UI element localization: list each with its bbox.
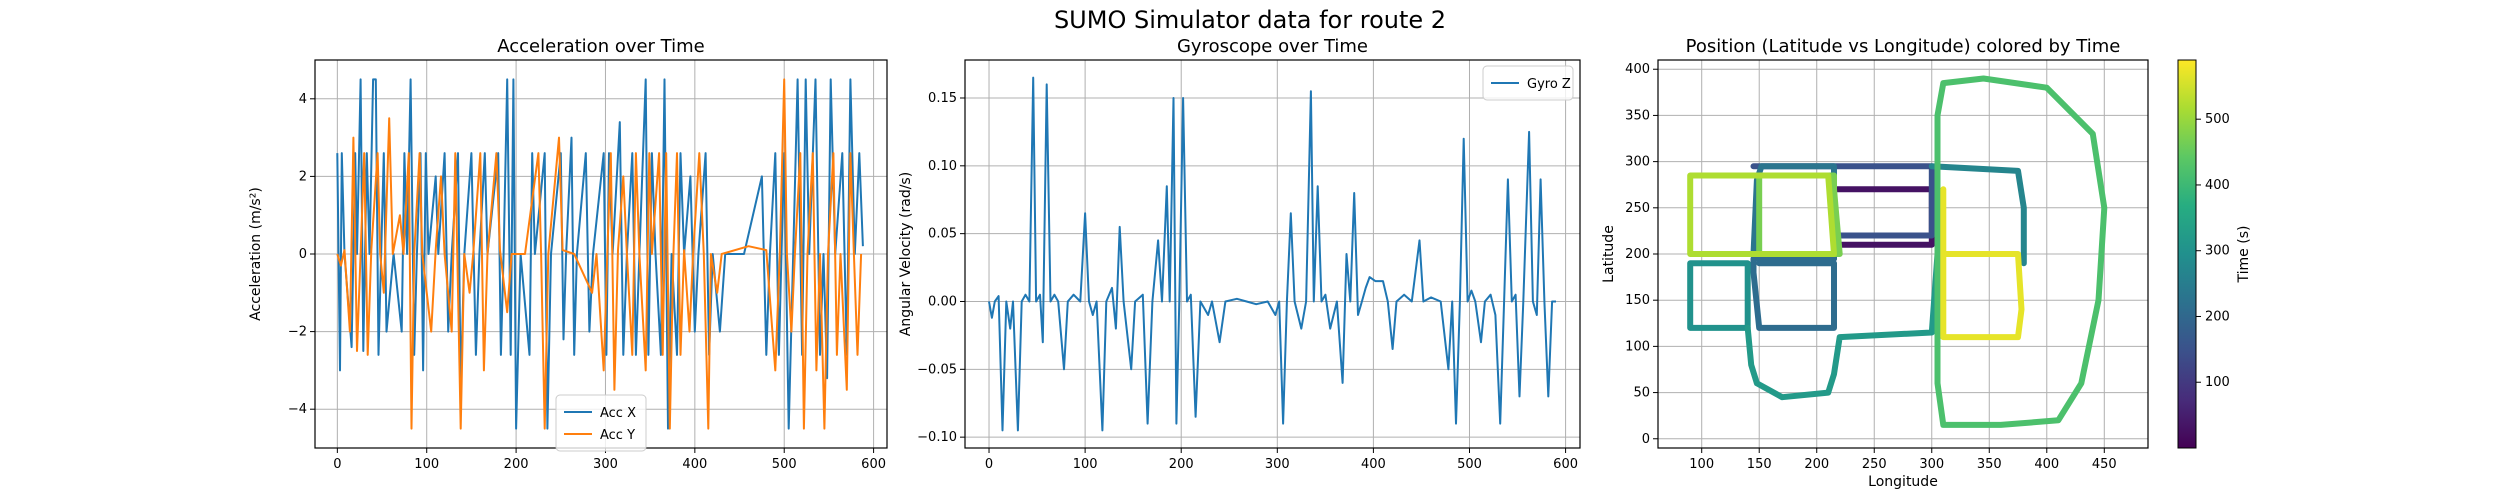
colorbar-tick-label: 200 <box>2205 309 2230 324</box>
acceleration-xtick-label: 400 <box>682 457 707 472</box>
colorbar-tick-label: 100 <box>2205 375 2230 390</box>
colorbar-label: Time (s) <box>2236 226 2252 284</box>
position-xtick-label: 100 <box>1689 457 1714 472</box>
position-panel: Position (Latitude vs Longitude) colored… <box>1601 36 2252 490</box>
gyroscope-panel: Gyroscope over Time Angular Velocity (ra… <box>898 36 1581 472</box>
gyroscope-ytick-label: −0.05 <box>917 362 957 377</box>
gyroscope-legend-box <box>1482 65 1574 101</box>
position-trajectory-segment <box>1750 163 1837 257</box>
acceleration-xtick-label: 200 <box>504 457 529 472</box>
position-xtick-label: 250 <box>1862 457 1887 472</box>
position-ytick-label: 250 <box>1625 201 1650 216</box>
position-trajectory-segment <box>1687 260 1751 331</box>
acceleration-xtick-label: 300 <box>593 457 618 472</box>
position-xtick-label: 450 <box>2092 457 2117 472</box>
gyroscope-xtick-label: 0 <box>985 457 993 472</box>
acceleration-legend-box <box>555 394 647 452</box>
gyroscope-ytick-label: 0.05 <box>928 227 957 242</box>
gyroscope-ylabel: Angular Velocity (rad/s) <box>898 172 914 336</box>
position-ylabel: Latitude <box>1601 225 1617 283</box>
position-ytick-label: 50 <box>1633 386 1650 401</box>
position-trajectory-segment <box>1744 251 1941 401</box>
acceleration-ytick-label: −2 <box>288 325 307 340</box>
gyroscope-legend: Gyro Z <box>1482 65 1574 101</box>
position-xtick-label: 300 <box>1919 457 1944 472</box>
figure-suptitle: SUMO Simulator data for route 2 <box>1054 6 1446 34</box>
acceleration-xtick-label: 500 <box>772 457 797 472</box>
acceleration-ytick-label: 2 <box>299 169 307 184</box>
acceleration-series-acc-y <box>336 78 863 430</box>
gyroscope-grid <box>965 60 1580 448</box>
acceleration-ytick-label: −4 <box>288 402 307 417</box>
acceleration-legend: Acc X Acc Y <box>555 394 647 452</box>
gyroscope-legend-label: Gyro Z <box>1527 77 1571 92</box>
acceleration-ytick-label: 4 <box>299 92 307 107</box>
gyroscope-series-gyro-z <box>988 76 1556 432</box>
gyroscope-ytick-label: 0.00 <box>928 294 957 309</box>
acceleration-panel: Acceleration over Time Acceleration (m/s… <box>248 36 888 472</box>
acceleration-ylabel: Acceleration (m/s²) <box>248 187 264 321</box>
colorbar-tick-label: 300 <box>2205 244 2230 259</box>
position-ytick-label: 400 <box>1625 62 1650 77</box>
gyroscope-xtick-label: 200 <box>1169 457 1194 472</box>
acceleration-legend-label: Acc Y <box>600 428 635 443</box>
colorbar-tick-label: 500 <box>2205 112 2230 127</box>
position-xtick-label: 350 <box>1977 457 2002 472</box>
acceleration-xtick-label: 100 <box>414 457 439 472</box>
gyroscope-title: Gyroscope over Time <box>1177 36 1368 57</box>
colorbar <box>2177 59 2197 449</box>
colorbar-tick-label: 400 <box>2205 178 2230 193</box>
position-xtick-label: 200 <box>1804 457 1829 472</box>
position-ytick-label: 150 <box>1625 293 1650 308</box>
position-ytick-label: 200 <box>1625 247 1650 262</box>
gyroscope-xtick-label: 500 <box>1457 457 1482 472</box>
acceleration-ytick-label: 0 <box>299 247 307 262</box>
acceleration-xtick-label: 0 <box>333 457 341 472</box>
position-ytick-label: 0 <box>1642 432 1650 447</box>
gyroscope-xtick-label: 600 <box>1553 457 1578 472</box>
gyroscope-frame <box>964 59 1581 449</box>
gyroscope-xtick-label: 400 <box>1361 457 1386 472</box>
gyroscope-xtick-label: 300 <box>1265 457 1290 472</box>
position-trajectory-segment <box>1750 255 1837 331</box>
position-xtick-label: 400 <box>2034 457 2059 472</box>
acceleration-title: Acceleration over Time <box>497 36 704 57</box>
position-trajectory-segment <box>1687 172 1837 257</box>
position-xlabel: Longitude <box>1868 474 1938 490</box>
acceleration-xtick-label: 600 <box>861 457 886 472</box>
position-trajectory-segment <box>1940 186 2025 341</box>
acceleration-legend-label: Acc X <box>600 406 636 421</box>
gyroscope-ytick-label: −0.10 <box>917 430 957 445</box>
position-title: Position (Latitude vs Longitude) colored… <box>1686 36 2121 57</box>
position-trajectory-segment <box>1934 75 2108 428</box>
gyroscope-xtick-label: 100 <box>1073 457 1098 472</box>
position-ytick-label: 350 <box>1625 108 1650 123</box>
position-ytick-label: 100 <box>1625 339 1650 354</box>
position-ytick-label: 300 <box>1625 155 1650 170</box>
gyroscope-ytick-label: 0.10 <box>928 159 957 174</box>
gyroscope-ytick-label: 0.15 <box>928 91 957 106</box>
position-xtick-label: 150 <box>1747 457 1772 472</box>
position-trajectory-segment <box>1928 163 2027 267</box>
position-frame <box>1657 59 2149 449</box>
